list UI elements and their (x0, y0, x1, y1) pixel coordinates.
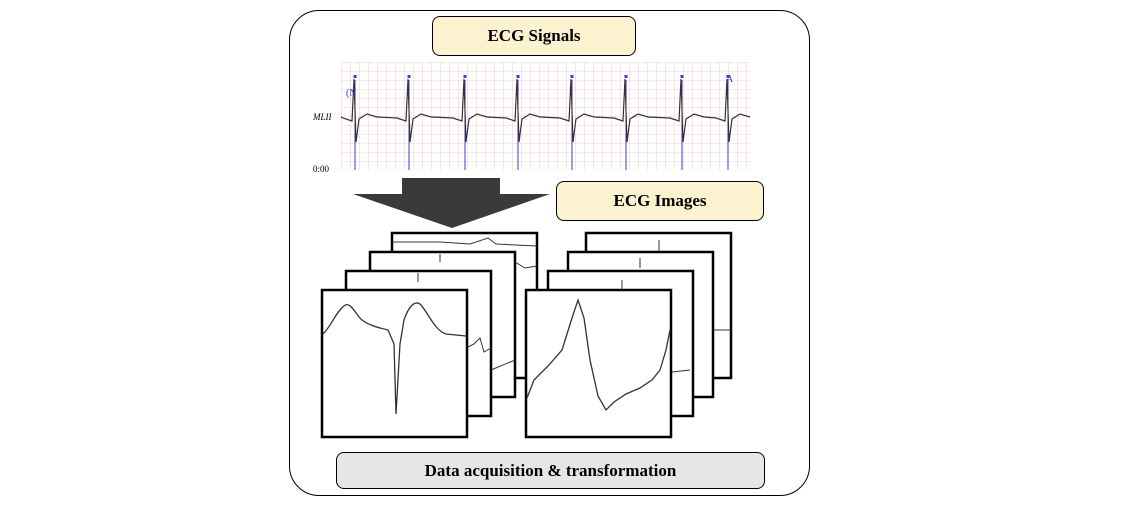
time-label: 0:00 (313, 164, 330, 174)
ecg-signals-label: ECG Signals (432, 16, 636, 56)
ecg-waveform (340, 78, 751, 143)
beat-marker-dot (726, 75, 730, 78)
ecg-image-trace (621, 280, 691, 373)
image-stack-left (320, 231, 539, 439)
ecg-strip: (N A MLII 0:00 (312, 62, 751, 174)
beat-annotation-normal: (N (346, 88, 357, 99)
ecg-strip-grid (341, 62, 750, 170)
lead-label: MLII (312, 112, 332, 122)
transform-arrow-icon (353, 178, 550, 228)
image-stack-right (524, 231, 733, 439)
ecg-image-trace-front (322, 302, 467, 415)
beat-marker-dot (463, 75, 467, 78)
ecg-image-trace (392, 237, 538, 247)
ecg-image-trace-front (526, 297, 671, 412)
ecg-image-trace (465, 337, 516, 371)
ecg-image-card-front (524, 288, 673, 439)
beat-annotation-atrial: A (726, 74, 734, 85)
ecg-image-trace (658, 240, 731, 331)
beat-marker-dot (680, 75, 684, 78)
beat-marker-dot (353, 75, 357, 78)
data-acquisition-label: Data acquisition & transformation (336, 452, 765, 489)
beat-marker-dot (570, 75, 574, 78)
ecg-image-trace (439, 254, 538, 269)
beat-marker-dot (516, 75, 520, 78)
beat-marker-dot (407, 75, 411, 78)
ecg-images-label: ECG Images (556, 181, 764, 221)
beat-marker-dot (624, 75, 628, 78)
